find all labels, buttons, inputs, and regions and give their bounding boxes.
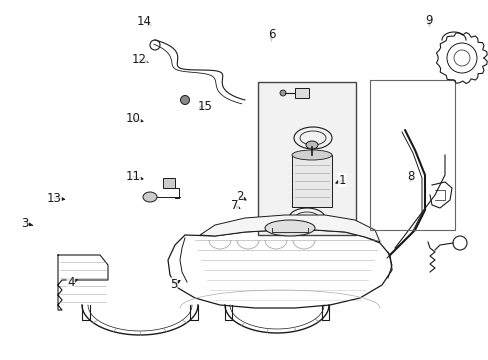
Bar (163, 178, 175, 188)
Text: 14: 14 (137, 15, 151, 28)
Text: 10: 10 (125, 112, 140, 125)
Polygon shape (200, 215, 379, 242)
Ellipse shape (305, 141, 317, 149)
Ellipse shape (142, 192, 157, 202)
Text: 13: 13 (46, 192, 61, 204)
Text: 6: 6 (267, 28, 275, 41)
Bar (258, 82, 355, 235)
Circle shape (180, 95, 189, 104)
Ellipse shape (291, 150, 331, 160)
Bar (294, 88, 308, 98)
Ellipse shape (264, 220, 314, 236)
Circle shape (280, 90, 285, 96)
Text: 4: 4 (67, 276, 75, 289)
Text: 8: 8 (406, 170, 414, 183)
Text: 7: 7 (230, 199, 238, 212)
Text: 15: 15 (198, 100, 212, 113)
Text: 12: 12 (132, 53, 146, 66)
Text: 5: 5 (169, 278, 177, 291)
Text: 3: 3 (20, 217, 28, 230)
Text: 9: 9 (425, 14, 432, 27)
Text: 1: 1 (338, 174, 346, 186)
Text: 11: 11 (125, 170, 140, 183)
Bar (291, 155, 331, 207)
Text: 2: 2 (235, 190, 243, 203)
